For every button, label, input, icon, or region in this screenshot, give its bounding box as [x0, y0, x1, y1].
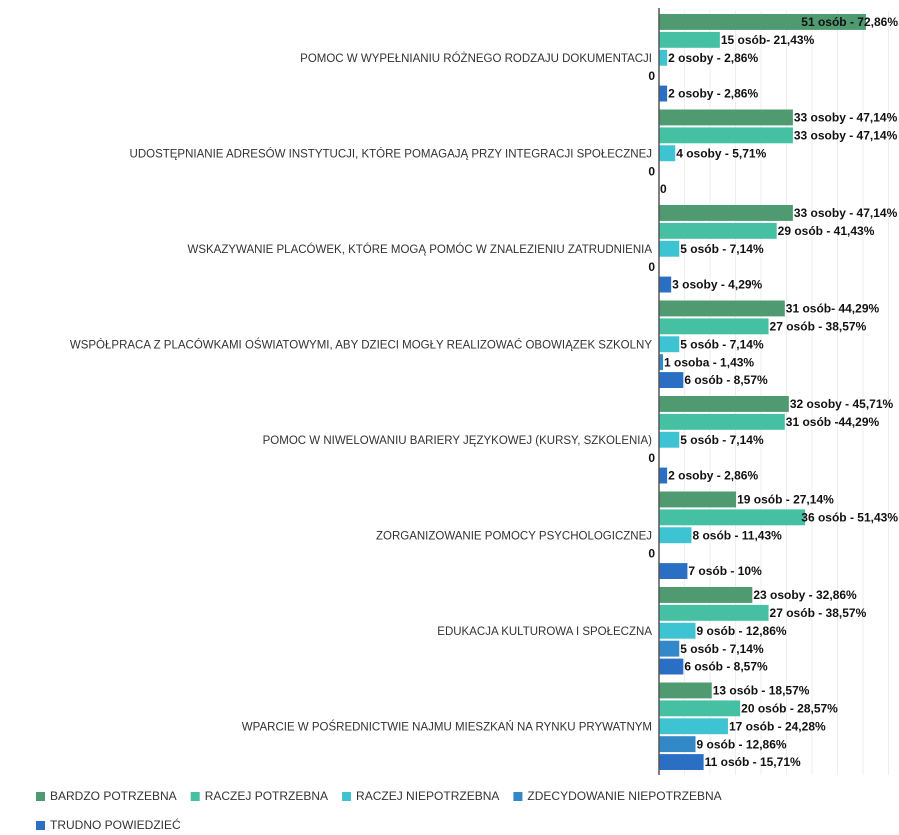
bar	[659, 509, 806, 526]
value-label: 19 osób - 27,14%	[737, 493, 834, 507]
bar	[659, 318, 769, 335]
value-label: 0	[648, 451, 655, 465]
value-label: 6 osób - 8,57%	[684, 660, 768, 674]
value-label: 5 osób - 7,14%	[680, 242, 764, 256]
value-label: 15 osób- 21,43%	[721, 33, 815, 47]
value-label: 33 osoby - 47,14%	[794, 129, 898, 143]
bar	[659, 604, 769, 621]
legend-label: TRUDNO POWIEDZIEĆ	[50, 817, 181, 832]
value-label: 7 osób - 10%	[688, 564, 762, 578]
value-label: 5 osób - 7,14%	[680, 433, 764, 447]
value-label: 2 osoby - 2,86%	[668, 469, 758, 483]
value-label: 33 osoby - 47,14%	[794, 206, 898, 220]
bar	[659, 718, 728, 735]
bar	[659, 491, 737, 508]
value-label: 9 osób - 12,86%	[697, 624, 787, 638]
category-label: WSKAZYWANIE PLACÓWEK, KTÓRE MOGĄ POMÓC W…	[187, 243, 652, 256]
bar	[659, 396, 789, 412]
value-label: 0	[648, 260, 655, 274]
value-label: 29 osób - 41,43%	[778, 224, 875, 238]
legend-swatch	[513, 792, 523, 801]
category-label: UDOSTĘPNIANIE ADRESÓW INSTYTUCJI, KTÓRE …	[130, 147, 652, 160]
legend-label: BARDZO POTRZEBNA	[50, 789, 177, 803]
value-label: 36 osób - 51,43%	[801, 511, 898, 525]
category-label: WPARCIE W POŚREDNICTWIE NAJMU MIESZKAŃ N…	[242, 720, 652, 733]
value-label: 5 osób - 7,14%	[680, 642, 764, 656]
value-label: 0	[648, 69, 655, 83]
value-label: 11 osób - 15,71%	[705, 755, 801, 769]
legend-label: RACZEJ NIEPOTRZEBNA	[356, 789, 499, 803]
bar	[659, 300, 785, 317]
bar	[659, 85, 668, 102]
value-label: 31 osób- 44,29%	[786, 302, 880, 316]
value-label: 2 osoby - 2,86%	[668, 51, 758, 65]
value-label: 51 osób - 72,86%	[801, 15, 898, 29]
bar	[659, 413, 785, 430]
bar	[659, 127, 793, 144]
bar	[659, 14, 866, 30]
legend-swatch	[36, 821, 45, 830]
value-label: 0	[660, 182, 667, 196]
value-label: 5 osób - 7,14%	[680, 337, 764, 351]
bar	[659, 640, 680, 657]
bar	[659, 145, 676, 162]
value-label: 31 osób -44,29%	[786, 415, 880, 429]
bar	[659, 622, 696, 639]
value-label: 2 osoby - 2,86%	[668, 87, 758, 101]
legend-swatch	[36, 792, 45, 801]
category-label: POMOC W WYPEŁNIANIU RÓŻNEGO RODZAJU DOKU…	[300, 52, 652, 65]
bar	[659, 276, 672, 293]
bar	[659, 658, 684, 675]
legend-swatch	[342, 792, 352, 801]
value-label: 0	[648, 164, 655, 178]
bar	[659, 431, 680, 448]
value-label: 9 osób - 12,86%	[697, 737, 787, 751]
bar	[659, 587, 753, 603]
value-label: 33 osoby - 47,14%	[794, 111, 898, 125]
legend-label: ZDECYDOWANIE NIEPOTRZEBNA	[527, 789, 721, 803]
bar	[659, 527, 692, 544]
bar	[659, 222, 777, 239]
value-label: 6 osób - 8,57%	[684, 373, 768, 387]
bar	[659, 49, 668, 66]
value-label: 3 osoby - 4,29%	[672, 278, 762, 292]
bar	[659, 700, 741, 717]
bar	[659, 205, 793, 221]
value-label: 23 osoby - 32,86%	[753, 588, 857, 602]
value-label: 4 osoby - 5,71%	[676, 146, 766, 160]
bar	[659, 109, 793, 126]
bar	[659, 467, 668, 484]
legend-swatch	[190, 792, 200, 801]
value-label: 1 osoba - 1,43%	[664, 355, 754, 369]
bar	[659, 754, 704, 770]
value-label: 27 osób - 38,57%	[770, 606, 867, 620]
category-label: POMOC W NIWELOWANIU BARIERY JĘZYKOWEJ (K…	[263, 435, 653, 447]
value-label: 0	[648, 546, 655, 560]
value-label: 20 osób - 28,57%	[741, 702, 838, 716]
value-label: 27 osób - 38,57%	[770, 320, 867, 334]
legend-label: RACZEJ POTRZEBNA	[205, 789, 328, 803]
bar	[659, 563, 688, 579]
bar	[659, 736, 696, 753]
category-label: EDUKACJA KULTUROWA I SPOŁECZNA	[437, 626, 652, 638]
value-label: 32 osoby - 45,71%	[790, 397, 894, 411]
value-label: 17 osób - 24,28%	[729, 719, 826, 733]
bar	[659, 354, 664, 371]
bar	[659, 372, 684, 388]
value-label: 13 osób - 18,57%	[713, 684, 810, 698]
bar	[659, 336, 680, 353]
bar	[659, 31, 720, 48]
bar	[659, 240, 680, 257]
category-label: ZORGANIZOWANIE POMOCY PSYCHOLOGICZNEJ	[376, 530, 652, 542]
bar	[659, 682, 712, 699]
category-label: WSPÓŁPRACA Z PLACÓWKAMI OŚWIATOWYMI, ABY…	[70, 338, 652, 351]
value-label: 8 osób - 11,43%	[692, 528, 782, 542]
